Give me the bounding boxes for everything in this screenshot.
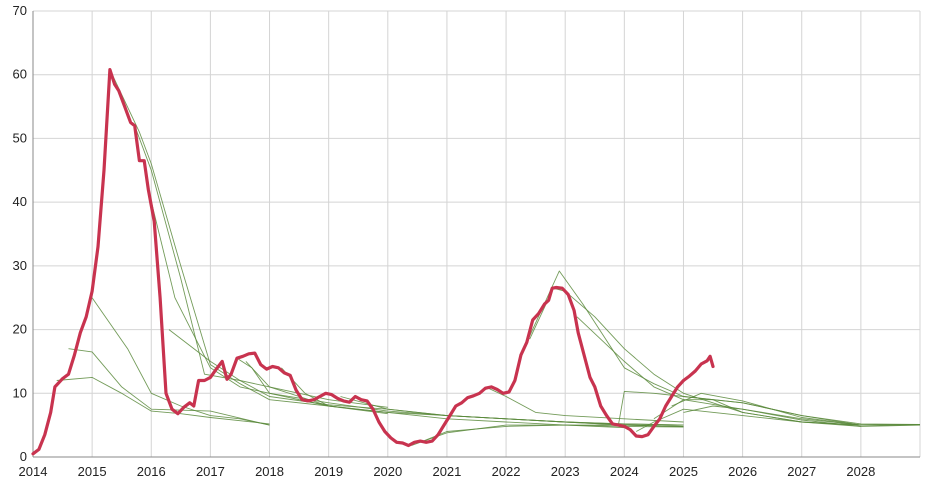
- y-tick-label: 10: [13, 385, 27, 400]
- y-tick-labels: 0 10 20 30 40 50 60 70: [13, 3, 27, 464]
- forecast-line-19: [635, 408, 921, 432]
- axes: [32, 11, 920, 458]
- x-tick-label: 2017: [196, 464, 225, 479]
- x-tick-label: 2023: [551, 464, 580, 479]
- forecast-line-1: [91, 297, 270, 426]
- forecast-line-6: [147, 189, 388, 415]
- x-tick-labels: 2014 2015 2016 2017 2018 2019 2020 2021 2022 2023…: [19, 464, 876, 479]
- x-tick-label: 2024: [610, 464, 639, 479]
- y-tick-label: 70: [13, 3, 27, 18]
- y-tick-label: 60: [13, 67, 27, 82]
- main-series: [31, 67, 715, 456]
- x-tick-label: 2026: [728, 464, 757, 479]
- forecast-line-22: [683, 405, 921, 427]
- x-tick-label: 2016: [137, 464, 166, 479]
- y-tick-label: 0: [20, 449, 27, 464]
- forecast-lines: [56, 69, 921, 446]
- forecast-line-17: [576, 316, 861, 426]
- x-tick-label: 2022: [492, 464, 521, 479]
- x-tick-label: 2019: [314, 464, 343, 479]
- x-tick-label: 2018: [255, 464, 284, 479]
- forecast-line-8: [236, 357, 684, 426]
- forecast-line-12: [411, 424, 684, 446]
- forecast-line-2: [68, 348, 270, 426]
- y-tick-label: 50: [13, 130, 27, 145]
- x-tick-label: 2027: [787, 464, 816, 479]
- x-tick-label: 2028: [846, 464, 875, 479]
- y-tick-label: 30: [13, 258, 27, 273]
- x-tick-label: 2020: [373, 464, 402, 479]
- x-tick-label: 2025: [669, 464, 698, 479]
- forecast-line-15: [529, 287, 861, 427]
- y-tick-label: 20: [13, 322, 27, 337]
- grid-lines: [32, 10, 921, 458]
- x-tick-label: 2015: [78, 464, 107, 479]
- forecast-line-4: [109, 69, 329, 407]
- main-series-line: [31, 67, 715, 456]
- x-tick-label: 2021: [432, 464, 461, 479]
- forecast-line-21: [671, 392, 921, 426]
- y-tick-label: 40: [13, 194, 27, 209]
- x-tick-label: 2014: [19, 464, 48, 479]
- forecast-line-13: [423, 424, 625, 442]
- forecast-line-3: [56, 376, 270, 425]
